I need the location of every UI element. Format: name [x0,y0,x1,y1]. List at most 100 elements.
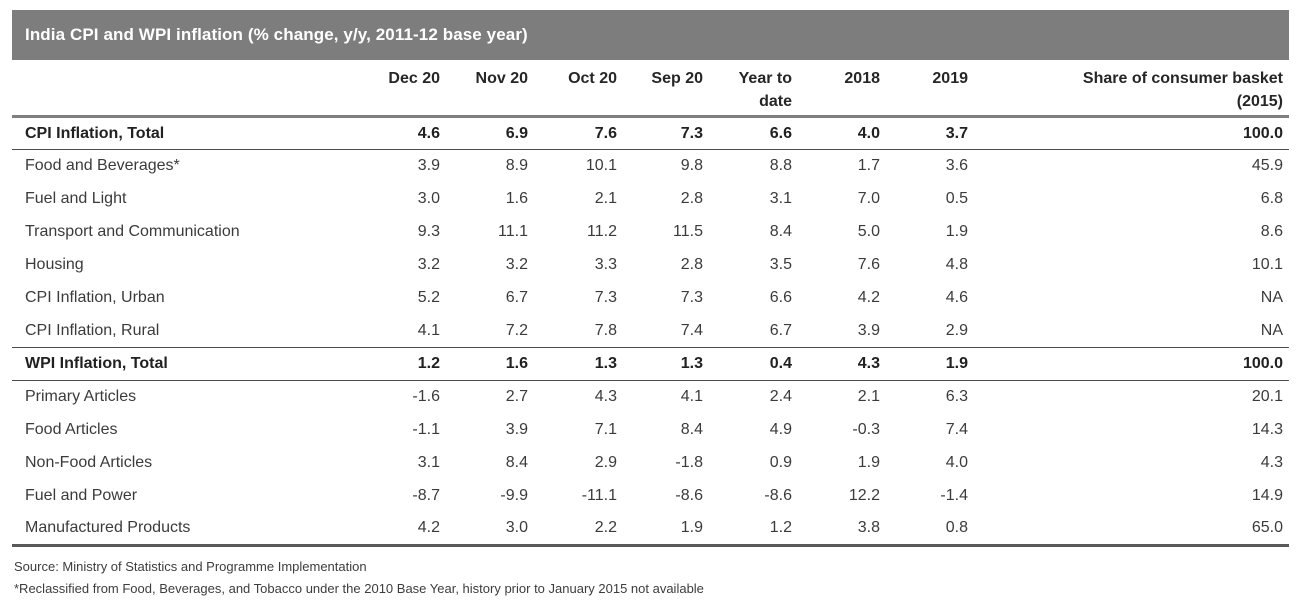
value-cell: 4.2 [360,512,440,547]
value-cell: 7.4 [680,321,703,339]
value-cell: 2.8 [680,190,703,207]
value-cell: -1.1 [412,421,440,438]
value-cell: 14.9 [1251,487,1283,504]
value-cell: 8.4 [505,454,528,471]
table-row: Housing 3.2 3.2 3.3 2.8 3.5 7.6 4.8 10.1 [12,249,1289,282]
value-cell: 6.7 [769,321,792,339]
value-cell: 4.3 [792,347,880,381]
value-cell: 4.3 [594,388,617,406]
table-row: CPI Inflation, Urban 5.2 6.7 7.3 7.3 6.6 4.2 4.… [12,282,1289,315]
row-label: Primary Articles [25,388,137,406]
row-label: WPI Inflation, Total [12,347,360,381]
value-cell: 11.2 [587,223,617,240]
table-row: Food Articles -1.1 3.9 7.1 8.4 4.9 -0.3 7.4 14.3 [12,414,1289,447]
value-cell: 2.1 [857,388,880,406]
value-cell: 7.1 [594,421,617,438]
value-cell: 3.6 [945,157,968,175]
row-label: CPI Inflation, Rural [25,321,160,339]
table-row: Food and Beverages* 3.9 8.9 10.1 9.8 8.8 1.7 3.… [12,150,1289,183]
value-cell: 5.0 [857,223,880,240]
value-cell: NA [1260,321,1283,339]
value-cell: 8.4 [680,421,703,438]
value-cell: 0.8 [880,512,968,547]
value-cell: 3.7 [880,116,968,150]
row-label: Housing [25,256,84,273]
value-cell: 12.2 [848,487,880,504]
value-cell: 7.3 [594,289,617,306]
value-cell: 8.8 [769,157,792,175]
value-cell: 4.1 [417,321,440,339]
table-row: Fuel and Light 3.0 1.6 2.1 2.8 3.1 7.0 0.5 6.8 [12,183,1289,216]
value-cell: 1.3 [528,347,617,381]
value-cell: 4.8 [945,256,968,273]
value-cell: 2.9 [945,321,968,339]
value-cell: 7.2 [505,321,528,339]
title-bar: India CPI and WPI inflation (% change, y… [12,10,1289,60]
column-header: Year to date [703,60,792,118]
value-cell: 3.1 [417,454,440,471]
value-cell: -1.6 [412,388,440,406]
footnote-reclassified: *Reclassified from Food, Beverages, and … [14,581,704,596]
value-cell: 3.9 [857,321,880,339]
value-cell: 100.0 [968,347,1289,381]
value-cell: -8.6 [675,487,703,504]
value-cell: 4.9 [769,421,792,438]
value-cell: 2.9 [594,454,617,471]
value-cell: 1.6 [440,347,528,381]
value-cell: 2.7 [505,388,528,406]
table-row: Manufactured Products 4.2 3.0 2.2 1.9 1.2 3.8 0… [12,512,1289,547]
value-cell: 1.9 [617,512,703,547]
table-body: CPI Inflation, Total 4.6 6.9 7.6 7.3 6.6 4.0 3.… [12,116,1289,547]
value-cell: 3.0 [417,190,440,207]
value-cell: 2.4 [769,388,792,406]
value-cell: 45.9 [1251,157,1283,175]
row-label: Fuel and Light [25,190,127,207]
column-header: Share of consumer basket (2015) [968,60,1289,118]
value-cell: 3.5 [769,256,792,273]
table-row: Fuel and Power -8.7 -9.9 -11.1 -8.6 -8.6 12.2 -… [12,480,1289,513]
value-cell: 100.0 [968,116,1289,150]
value-cell: 7.6 [528,116,617,150]
value-cell: 3.8 [792,512,880,547]
value-cell: 0.5 [945,190,968,207]
value-cell: 10.1 [585,157,617,175]
value-cell: 4.2 [857,289,880,306]
value-cell: 7.8 [594,321,617,339]
table-row: Transport and Communication 9.3 11.1 11.2 11… [12,216,1289,249]
value-cell: 6.9 [440,116,528,150]
value-cell: 7.3 [617,116,703,150]
value-cell: 10.1 [1251,256,1283,273]
value-cell: 2.1 [594,190,617,207]
value-cell: -1.8 [675,454,703,471]
value-cell: 2.8 [680,256,703,273]
value-cell: 1.6 [505,190,528,207]
value-cell: 1.3 [617,347,703,381]
value-cell: 1.9 [945,223,968,240]
value-cell: 1.2 [360,347,440,381]
column-header: Nov 20 [440,60,528,118]
value-cell: 8.9 [505,157,528,175]
value-cell: 1.9 [857,454,880,471]
value-cell: 3.2 [417,256,440,273]
value-cell: -9.9 [500,487,528,504]
value-cell: 8.4 [769,223,792,240]
value-cell: 2.2 [528,512,617,547]
value-cell: 1.9 [880,347,968,381]
value-cell: 4.0 [945,454,968,471]
value-cell: -1.4 [940,487,968,504]
column-header: Dec 20 [360,60,440,118]
value-cell: 65.0 [968,512,1289,547]
row-label: Food Articles [25,421,118,438]
value-cell: 3.1 [769,190,792,207]
footnotes: Source: Ministry of Statistics and Progr… [14,556,704,600]
value-cell: 4.6 [360,116,440,150]
value-cell: 0.4 [703,347,792,381]
table-row: CPI Inflation, Rural 4.1 7.2 7.8 7.4 6.7 3.9 2.… [12,315,1289,348]
value-cell: 4.0 [792,116,880,150]
row-label: Manufactured Products [12,512,360,547]
value-cell: -0.3 [852,421,880,438]
value-cell: 11.5 [673,223,703,240]
column-header: 2018 [792,60,880,118]
value-cell: -11.1 [581,487,617,504]
column-header: Sep 20 [617,60,703,118]
